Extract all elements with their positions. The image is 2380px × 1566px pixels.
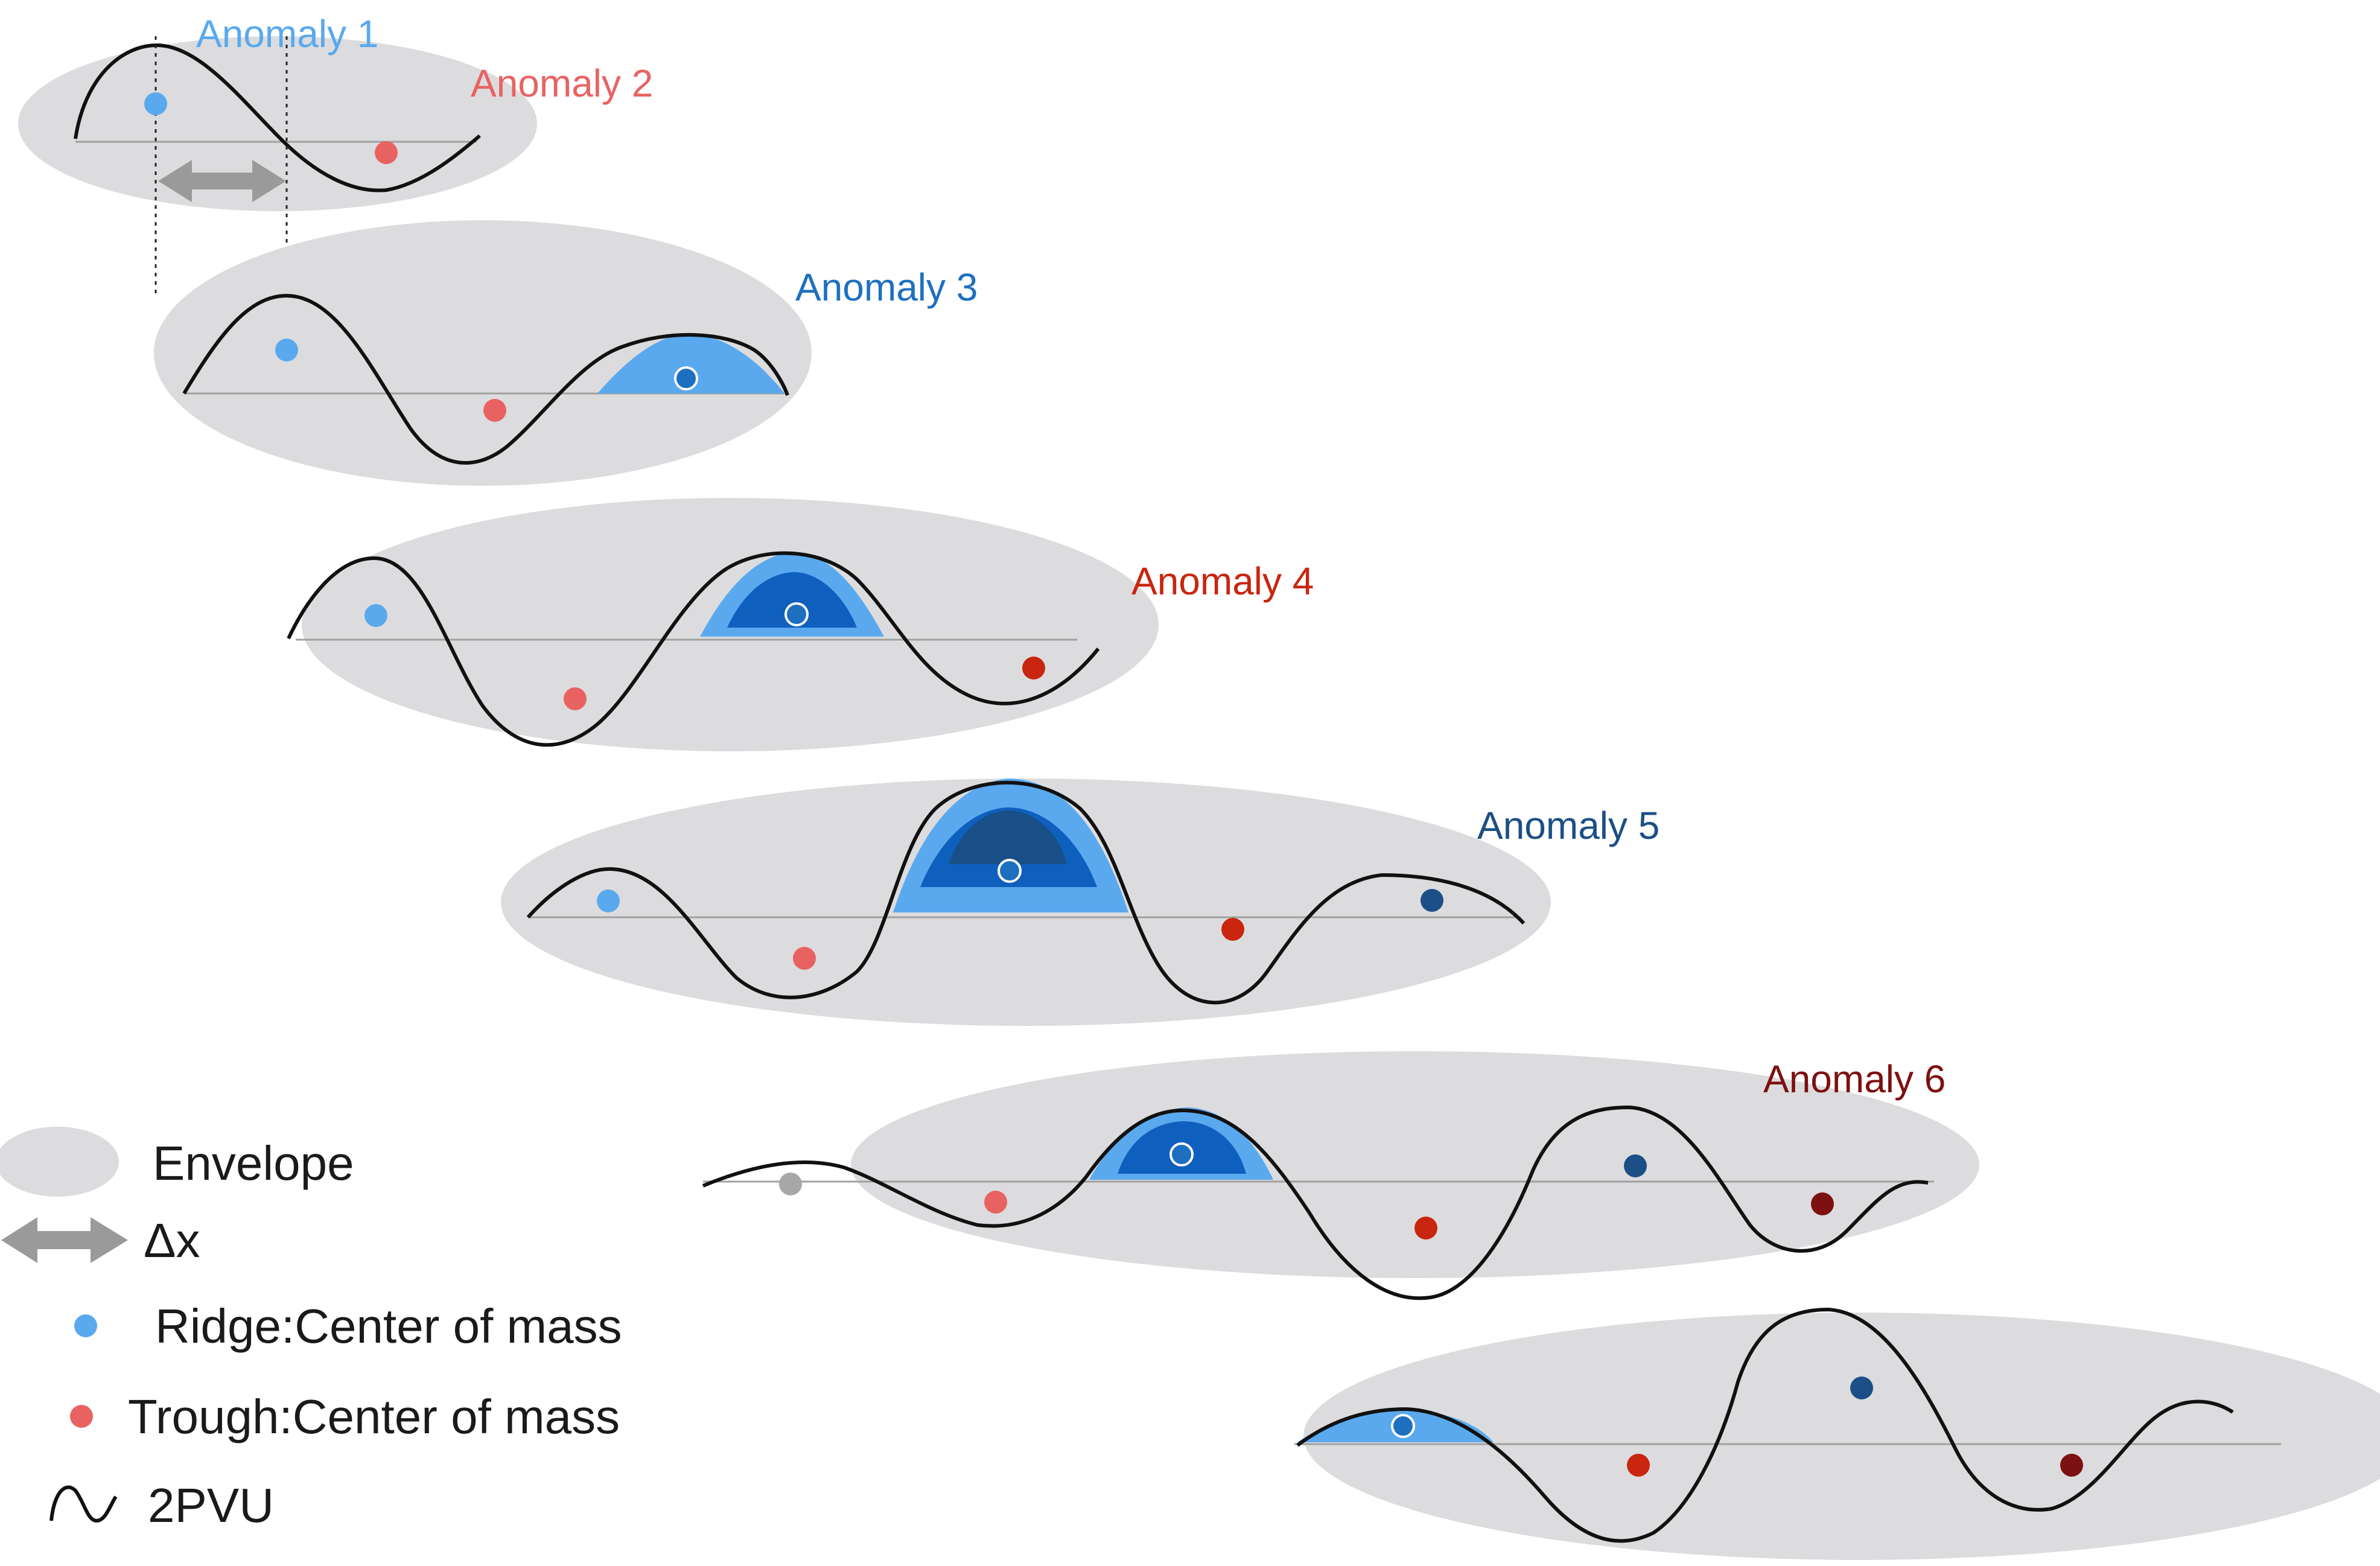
anomaly-4-center	[1221, 918, 1244, 941]
anomaly-4-center	[1414, 1217, 1437, 1240]
trough-center-of-mass	[375, 141, 398, 164]
anomaly-5-label: Anomaly 5	[1477, 804, 1659, 847]
2pvu-contour	[1296, 1307, 2234, 1543]
anomaly-2-label: Anomaly 2	[471, 62, 653, 105]
anomaly-3-center	[998, 859, 1022, 883]
anomaly-3-label: Anomaly 3	[795, 266, 978, 309]
anomaly-3-center	[1391, 1414, 1415, 1438]
legend-trough-dot	[70, 1405, 93, 1428]
legend-ridge-label: Ridge:Center of mass	[155, 1299, 622, 1353]
anomaly-3-center	[784, 602, 809, 626]
2pvu-contour	[526, 780, 1526, 1005]
anomaly-5-center	[1624, 1154, 1647, 1177]
row-3	[287, 498, 1159, 751]
legend: Envelope Δx Ridge:Center of mass Trough:…	[0, 1127, 622, 1532]
ridge-center-of-mass	[364, 604, 387, 627]
ridge-center-of-mass	[597, 890, 620, 912]
envelope	[18, 36, 537, 211]
legend-trough-label: Trough:Center of mass	[128, 1390, 620, 1443]
2pvu-contour	[182, 293, 789, 465]
anomaly-3-center	[674, 366, 698, 390]
anomaly-1-label: Anomaly 1	[196, 12, 378, 56]
row-5	[702, 1051, 1979, 1300]
legend-dx-label: Δx	[144, 1214, 200, 1267]
2pvu-contour	[702, 1105, 1929, 1300]
ridge-center-of-mass	[275, 339, 298, 361]
inactive-center	[779, 1173, 802, 1195]
anomaly-5-center	[1421, 889, 1443, 912]
ridge-intensity-dark	[949, 810, 1067, 864]
ridge-intensity-mid	[727, 572, 857, 628]
envelope	[1303, 1313, 2380, 1560]
2pvu-contour	[287, 551, 1100, 747]
row-2	[154, 220, 812, 486]
anomaly-3-center	[1169, 1142, 1194, 1167]
anomaly-6-center	[1811, 1192, 1834, 1215]
anomaly-6-center	[2060, 1454, 2083, 1477]
legend-2pvu-icon	[49, 1485, 118, 1523]
trough-center-of-mass	[483, 399, 506, 422]
anomaly-4-center	[1627, 1454, 1650, 1477]
delta-x-arrow	[158, 160, 286, 202]
legend-2pvu-label: 2PVU	[148, 1478, 274, 1532]
envelope	[851, 1051, 1979, 1278]
legend-envelope-label: Envelope	[153, 1136, 354, 1190]
ridge-intensity-light	[597, 334, 784, 393]
row-4	[501, 778, 1551, 1026]
ridge-center-of-mass	[144, 92, 167, 115]
trough-center-of-mass	[564, 687, 587, 710]
2pvu-contour	[74, 43, 481, 193]
legend-dx-arrow	[1, 1217, 128, 1263]
legend-ridge-dot	[74, 1314, 97, 1337]
envelope	[154, 220, 812, 486]
anomaly-4-label: Anomaly 4	[1131, 559, 1314, 603]
anomaly-5-center	[1850, 1377, 1873, 1399]
row-6	[1294, 1307, 2380, 1560]
anomaly-4-center	[1022, 657, 1045, 680]
trough-center-of-mass	[984, 1191, 1007, 1214]
anomaly-6-label: Anomaly 6	[1763, 1057, 1946, 1101]
trough-center-of-mass	[793, 947, 816, 970]
legend-envelope-swatch	[0, 1127, 119, 1197]
